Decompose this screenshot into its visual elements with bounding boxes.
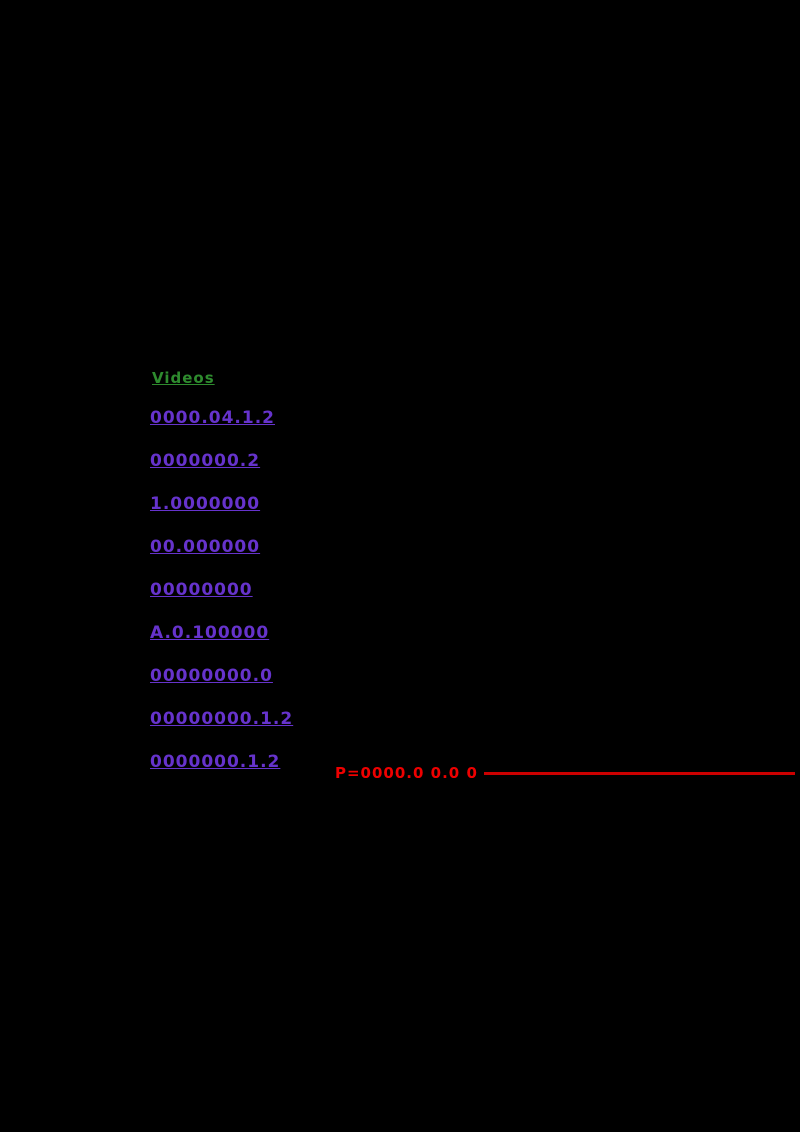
annotation-row: P=0000.0 0.0 0 [335,764,795,782]
video-link-9[interactable]: 0000000.1.2 [150,752,281,772]
video-link-1[interactable]: 0000.04.1.2 [150,408,276,428]
video-link-8[interactable]: 00000000.1.2 [150,709,294,729]
video-link-6[interactable]: A.0.100000 [150,623,270,643]
annotation-label: P=0000.0 0.0 0 [335,764,478,782]
video-link-3[interactable]: 1.0000000 [150,494,261,514]
video-link-2[interactable]: 0000000.2 [150,451,261,471]
page-title: Videos [152,369,215,387]
video-link-list: 0000.04.1.2 0000000.2 1.0000000 00.00000… [150,408,410,795]
video-link-5[interactable]: 00000000 [150,580,253,600]
video-link-7[interactable]: 00000000.0 [150,666,273,686]
annotation-rule-line [483,771,795,775]
video-link-4[interactable]: 00.000000 [150,537,261,557]
